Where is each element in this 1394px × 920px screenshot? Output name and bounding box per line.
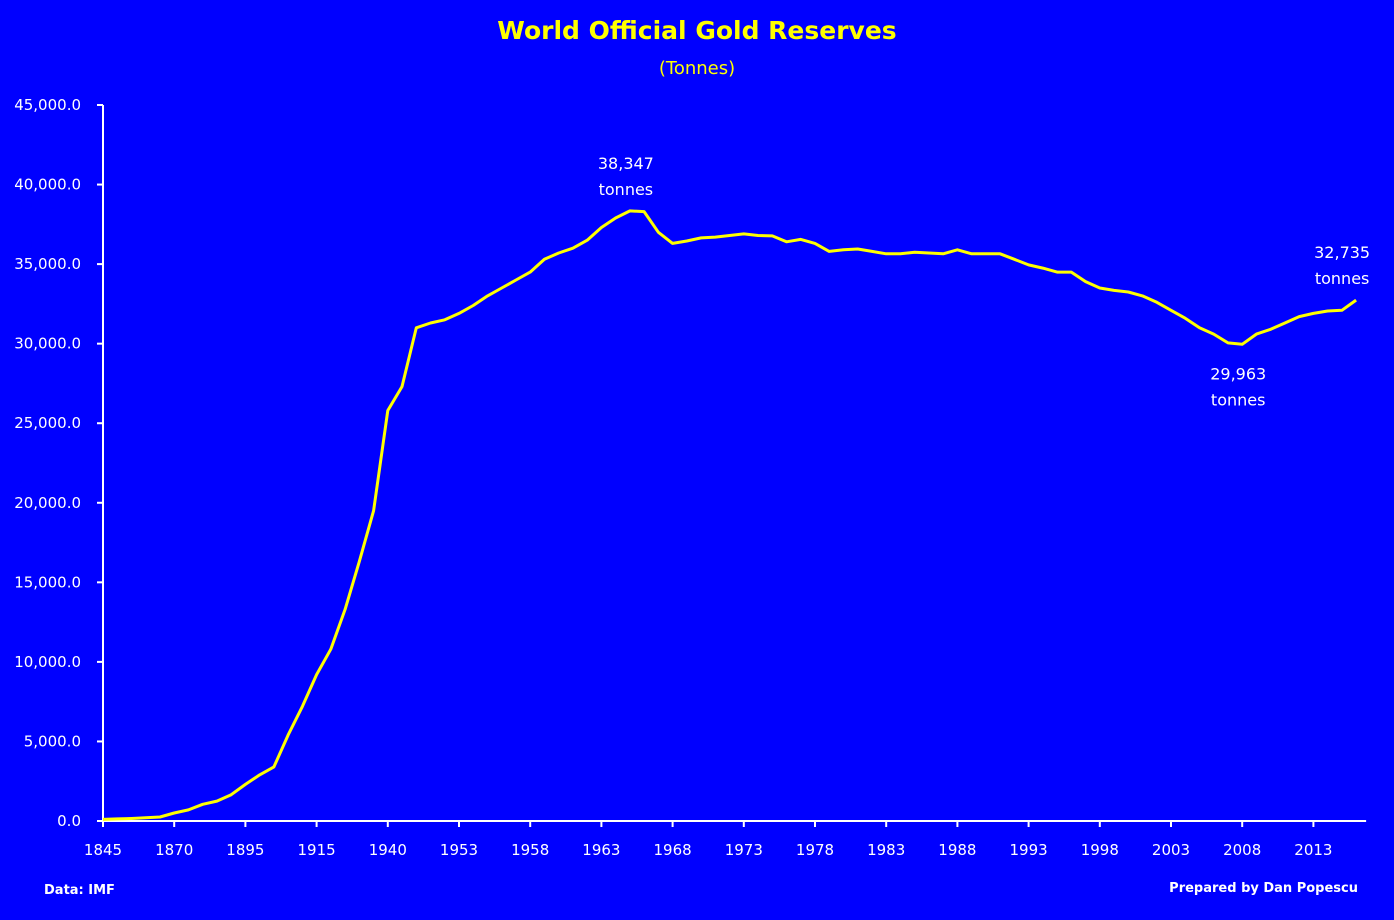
x-tick-label: 1983 [867, 841, 905, 859]
chart-subtitle: (Tonnes) [659, 58, 735, 79]
y-tick-label: 25,000.0 [14, 414, 81, 432]
x-tick-label: 1953 [440, 841, 478, 859]
x-tick-label: 1973 [725, 841, 763, 859]
x-tick-label: 1963 [582, 841, 620, 859]
annotations: 38,347 tonnes 29,963 tonnes 32,735 tonnes [598, 154, 1370, 409]
prepared-by: Prepared by Dan Popescu [1169, 881, 1358, 896]
x-tick-label: 1988 [938, 841, 976, 859]
data-source: Data: IMF [44, 883, 115, 898]
y-tick-label: 0.0 [57, 812, 81, 830]
annotation: 32,735 tonnes [1314, 243, 1370, 288]
annotation-unit: tonnes [1211, 390, 1266, 409]
axes [97, 104, 1367, 827]
annotation-value: 32,735 [1314, 243, 1370, 262]
x-tick-label: 1870 [155, 841, 193, 859]
x-tick-label: 2013 [1294, 841, 1332, 859]
y-tick-label: 35,000.0 [14, 255, 81, 273]
x-tick-label: 1940 [369, 841, 407, 859]
y-tick-label: 5,000.0 [24, 732, 81, 750]
x-tick-label: 1968 [654, 841, 692, 859]
y-tick-label: 10,000.0 [14, 653, 81, 671]
x-tick-label: 2008 [1223, 841, 1261, 859]
y-tick-label: 45,000.0 [14, 96, 81, 114]
x-tick-label: 1978 [796, 841, 834, 859]
series-line [102, 209, 1357, 821]
chart-title: World Official Gold Reserves [497, 16, 896, 45]
annotation: 29,963 tonnes [1210, 364, 1266, 409]
x-tick-label: 1998 [1081, 841, 1119, 859]
x-tick-label: 1895 [226, 841, 264, 859]
x-tick-labels: 1845 1870 1895 1915 1940 1953 1958 1963 1968 1973… [84, 841, 1333, 859]
x-tick-label: 1958 [511, 841, 549, 859]
y-tick-label: 15,000.0 [14, 573, 81, 591]
y-tick-labels: 0.0 5,000.0 10,000.0 15,000.0 20,000.0 25,000… [14, 96, 81, 830]
annotation-value: 38,347 [598, 154, 654, 173]
x-tick-label: 1915 [298, 841, 336, 859]
y-tick-label: 40,000.0 [14, 176, 81, 194]
annotation-value: 29,963 [1210, 364, 1266, 383]
annotation-unit: tonnes [599, 180, 654, 199]
x-tick-label: 2003 [1152, 841, 1190, 859]
x-tick-label: 1993 [1010, 841, 1048, 859]
annotation-unit: tonnes [1315, 269, 1370, 288]
y-tick-label: 20,000.0 [14, 494, 81, 512]
y-tick-label: 30,000.0 [14, 335, 81, 353]
annotation: 38,347 tonnes [598, 154, 654, 199]
x-tick-label: 1845 [84, 841, 122, 859]
